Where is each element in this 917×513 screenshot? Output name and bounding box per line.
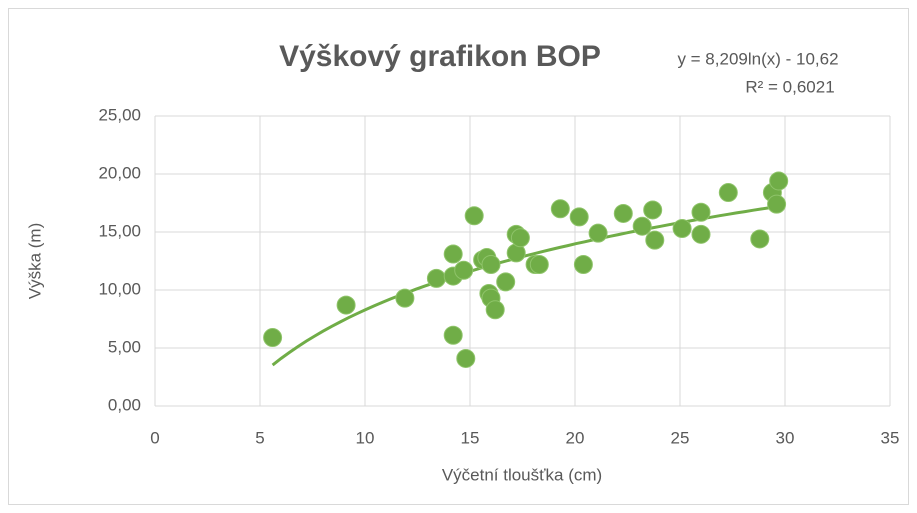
point (632, 216, 652, 236)
point (588, 223, 608, 243)
y-tick-label: 25,00 (98, 105, 141, 124)
point (456, 348, 476, 368)
point (573, 254, 593, 274)
point (510, 228, 530, 248)
x-tick-label: 35 (881, 428, 900, 447)
x-tick-label: 5 (255, 428, 264, 447)
point (613, 203, 633, 223)
x-tick-label: 20 (566, 428, 585, 447)
y-axis-label: Výška (m) (25, 223, 44, 300)
point (672, 219, 692, 239)
y-tick-label: 20,00 (98, 163, 141, 182)
point (485, 300, 505, 320)
point (691, 224, 711, 244)
point (718, 183, 738, 203)
point (569, 207, 589, 227)
x-tick-label: 10 (356, 428, 375, 447)
point (426, 268, 446, 288)
point (496, 272, 516, 292)
point (750, 229, 770, 249)
y-tick-label: 5,00 (108, 337, 141, 356)
point (443, 325, 463, 345)
point (263, 328, 283, 348)
point (691, 202, 711, 222)
point (464, 206, 484, 226)
point (767, 194, 787, 214)
x-tick-label: 0 (150, 428, 159, 447)
y-tick-label: 0,00 (108, 395, 141, 414)
x-axis-label: Výčetní tloušťka (cm) (442, 465, 602, 484)
point (645, 230, 665, 250)
point (454, 260, 474, 280)
point (481, 254, 501, 274)
x-tick-label: 25 (671, 428, 690, 447)
point (529, 254, 549, 274)
y-tick-label: 15,00 (98, 221, 141, 240)
point (336, 295, 356, 315)
x-tick-label: 30 (776, 428, 795, 447)
point (769, 171, 789, 191)
point (443, 244, 463, 264)
trendline (271, 204, 779, 367)
y-tick-label: 10,00 (98, 279, 141, 298)
trend-equation: y = 8,209ln(x) - 10,62 (677, 49, 838, 68)
chart-title: Výškový grafikon BOP (279, 40, 601, 73)
trend-r-squared: R² = 0,6021 (745, 77, 834, 96)
point (395, 288, 415, 308)
point (643, 200, 663, 220)
point (550, 199, 570, 219)
x-tick-label: 15 (461, 428, 480, 447)
